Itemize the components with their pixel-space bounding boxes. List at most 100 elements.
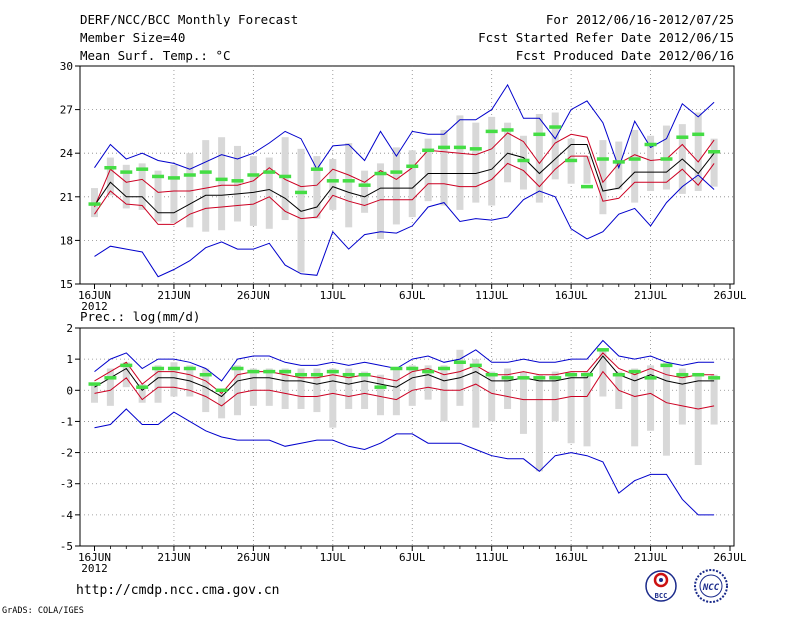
temp-x-tick-label: 21JUN [157,289,190,302]
precip-spread-box [424,365,432,400]
temp-spread-box [472,122,480,203]
precip-panel-title: Prec.: log(mm/d) [80,309,200,324]
temp-lower-spread-line [94,155,715,225]
precip-lines [94,339,715,516]
temp-spread-box [122,164,130,209]
precip-spread-box [710,374,718,425]
precip-spread-box [631,368,639,447]
precip-spread-box [122,362,130,388]
temp-spread-box [615,141,623,190]
temperature-panel: 15 18 21 24 27 30 16JUN 21JUN 26JUN 1JUL 6JUL 11JU… [60,60,747,313]
temp-spread-box [488,116,496,206]
temp-spread-box [376,163,384,239]
temp-ensemble-mean-line [94,144,715,214]
temperature-boxes [91,112,718,273]
temp-spread-box [249,156,257,226]
precip-spread-box [154,365,162,403]
temperature-medians [88,125,721,206]
precip-spread-box [202,368,210,413]
bcc-logo-swirl [653,572,669,588]
temp-spread-box [535,113,543,203]
forecast-period: For 2012/06/16-2012/07/25 [546,12,734,27]
precip-ensemble-min-line [94,408,715,516]
temp-y-tick-label: 18 [60,234,73,247]
temp-spread-box [297,148,305,273]
precip-x-tick-label: 16JUN [78,551,111,564]
precip-spread-box [662,362,670,456]
precip-spread-box [678,368,686,425]
temp-spread-box [599,140,607,215]
temperature-lines [94,83,715,278]
precip-spread-box [329,368,337,428]
precip-spread-box [345,368,353,409]
temp-spread-box [138,163,146,210]
temp-spread-box [329,159,337,210]
temp-spread-box [233,145,241,222]
precip-spread-box [472,359,480,428]
precip-x-tick-label: 1JUL [320,551,347,564]
precip-x-tick-label: 21JUN [157,551,190,564]
precip-y-axis: -5 -4 -3 -2 -1 0 1 2 [60,322,80,553]
temp-spread-box [392,147,400,225]
precip-spread-box [488,371,496,422]
temp-spread-box [710,138,718,187]
temp-y-tick-label: 30 [60,60,73,73]
temp-spread-box [424,138,432,202]
precip-spread-box [504,368,512,409]
temp-x-tick-label: 11JUL [475,289,508,302]
precip-y-tick-label: -4 [60,509,74,522]
precip-y-tick-label: -3 [60,478,73,491]
forecast-produced-date: Fcst Produced Date 2012/06/16 [516,48,734,63]
temp-spread-box [202,140,210,232]
precip-spread-box [313,368,321,413]
precip-spread-box [376,374,384,416]
temp-spread-box [551,112,559,180]
temp-spread-box [154,170,162,222]
temp-spread-box [313,156,321,219]
precip-y-tick-label: -5 [60,540,73,553]
precip-x-year-label: 2012 [81,562,108,575]
temp-y-tick-label: 27 [60,104,73,117]
precip-spread-box [583,371,591,447]
temp-ensemble-min-line [94,174,715,278]
precip-spread-box [599,349,607,397]
temp-spread-box [218,137,226,231]
temp-spread-box [519,135,527,190]
precip-spread-box [106,368,114,406]
temp-spread-box [694,112,702,191]
temp-spread-box [265,157,273,229]
temp-spread-box [186,153,194,228]
temp-spread-box [361,170,369,213]
temp-spread-box [504,122,512,183]
precip-spread-box [408,365,416,406]
precip-medians [88,348,721,393]
precip-spread-box [535,374,543,472]
precip-spread-box [233,365,241,416]
precip-x-tick-label: 21JUL [634,551,667,564]
temp-y-tick-label: 21 [60,191,73,204]
precip-y-tick-label: -2 [60,447,73,460]
temp-x-tick-label: 26JUL [713,289,746,302]
ncc-logo-text: NCC [702,583,720,593]
precip-spread-box [249,368,257,406]
temp-x-tick-label: 16JUL [555,289,588,302]
precip-y-tick-label: -1 [60,415,73,428]
variable-label: Mean Surf. Temp.: °C [80,48,231,63]
temperature-x-axis: 16JUN 21JUN 26JUN 1JUL 6JUL 11JUL 16JUL 21JUL 26… [78,284,747,313]
forecast-start-date: Fcst Started Refer Date 2012/06/15 [478,30,734,45]
temp-spread-box [583,156,591,184]
temperature-y-axis: 15 18 21 24 27 30 [60,60,80,291]
temperature-plot-frame [79,65,735,285]
temp-x-tick-label: 6JUL [399,289,426,302]
temp-x-tick-label: 16JUN [78,289,111,302]
bcc-logo-dot [659,578,663,582]
precip-x-axis: 16JUN 21JUN 26JUN 1JUL 6JUL 11JUL 16JUL 21JUL 26… [78,546,747,575]
temp-spread-box [456,115,464,210]
temp-spread-box [440,129,448,206]
temp-spread-box [345,143,353,228]
precip-spread-box [392,368,400,416]
temp-spread-box [106,157,114,196]
precip-y-tick-label: 1 [66,353,73,366]
precip-spread-box [361,371,369,409]
